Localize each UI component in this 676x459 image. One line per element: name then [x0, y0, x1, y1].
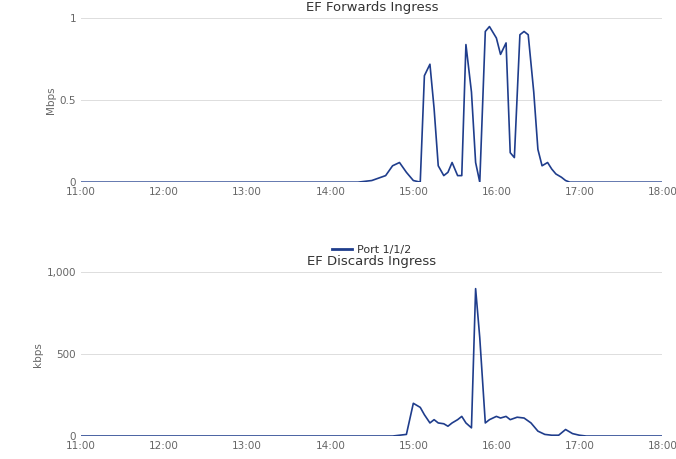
Y-axis label: Mbps: Mbps: [45, 86, 55, 114]
Y-axis label: kbps: kbps: [32, 341, 43, 367]
Title: EF Discards Ingress: EF Discards Ingress: [307, 255, 437, 269]
Legend: Port 1/1/2: Port 1/1/2: [327, 240, 416, 259]
Title: EF Forwards Ingress: EF Forwards Ingress: [306, 1, 438, 14]
